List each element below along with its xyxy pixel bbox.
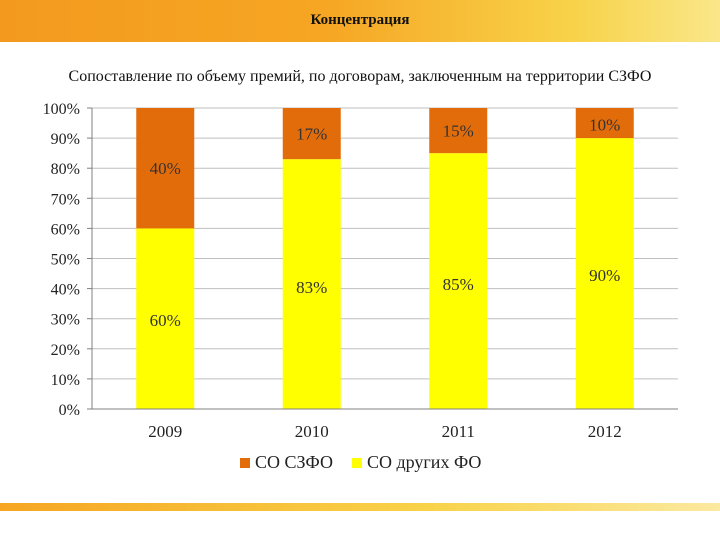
x-category-label: 2009 [148,422,182,441]
data-label: 83% [296,278,327,297]
y-tick-label: 60% [51,221,80,238]
legend-swatch [240,458,250,468]
legend-label: СО других ФО [367,452,481,472]
y-tick-label: 80% [51,161,80,178]
chart-subtitle: Сопоставление по объему премий, по догов… [68,68,652,85]
bar-segment [136,228,195,409]
x-category-label: 2010 [295,422,329,441]
bar-segment [282,159,341,409]
y-tick-label: 10% [51,372,80,389]
data-label: 17% [296,125,327,144]
bar-segment [282,108,341,160]
y-tick-label: 70% [51,191,80,208]
header-bar [0,0,720,42]
y-tick-label: 20% [51,342,80,359]
y-tick-label: 90% [51,131,80,148]
bar-segment [575,108,634,139]
y-tick-label: 40% [51,282,80,299]
data-label: 85% [443,275,474,294]
data-label: 40% [150,159,181,178]
y-tick-label: 0% [59,402,80,419]
x-category-label: 2011 [442,422,475,441]
data-label: 15% [443,122,474,141]
bar-segment [575,138,634,409]
page-title: Концентрация [310,12,410,28]
x-category-label: 2012 [588,422,622,441]
bar-segment [429,153,488,409]
data-label: 10% [589,116,620,135]
data-label: 90% [589,266,620,285]
y-tick-label: 30% [51,312,80,329]
y-tick-label: 100% [43,101,80,118]
footer-bar [0,503,720,511]
y-tick-label: 50% [51,252,80,269]
data-label: 60% [150,311,181,330]
legend-label: СО СЗФО [255,452,333,472]
bar-segment [136,108,195,229]
bar-segment [429,108,488,154]
legend-swatch [352,458,362,468]
